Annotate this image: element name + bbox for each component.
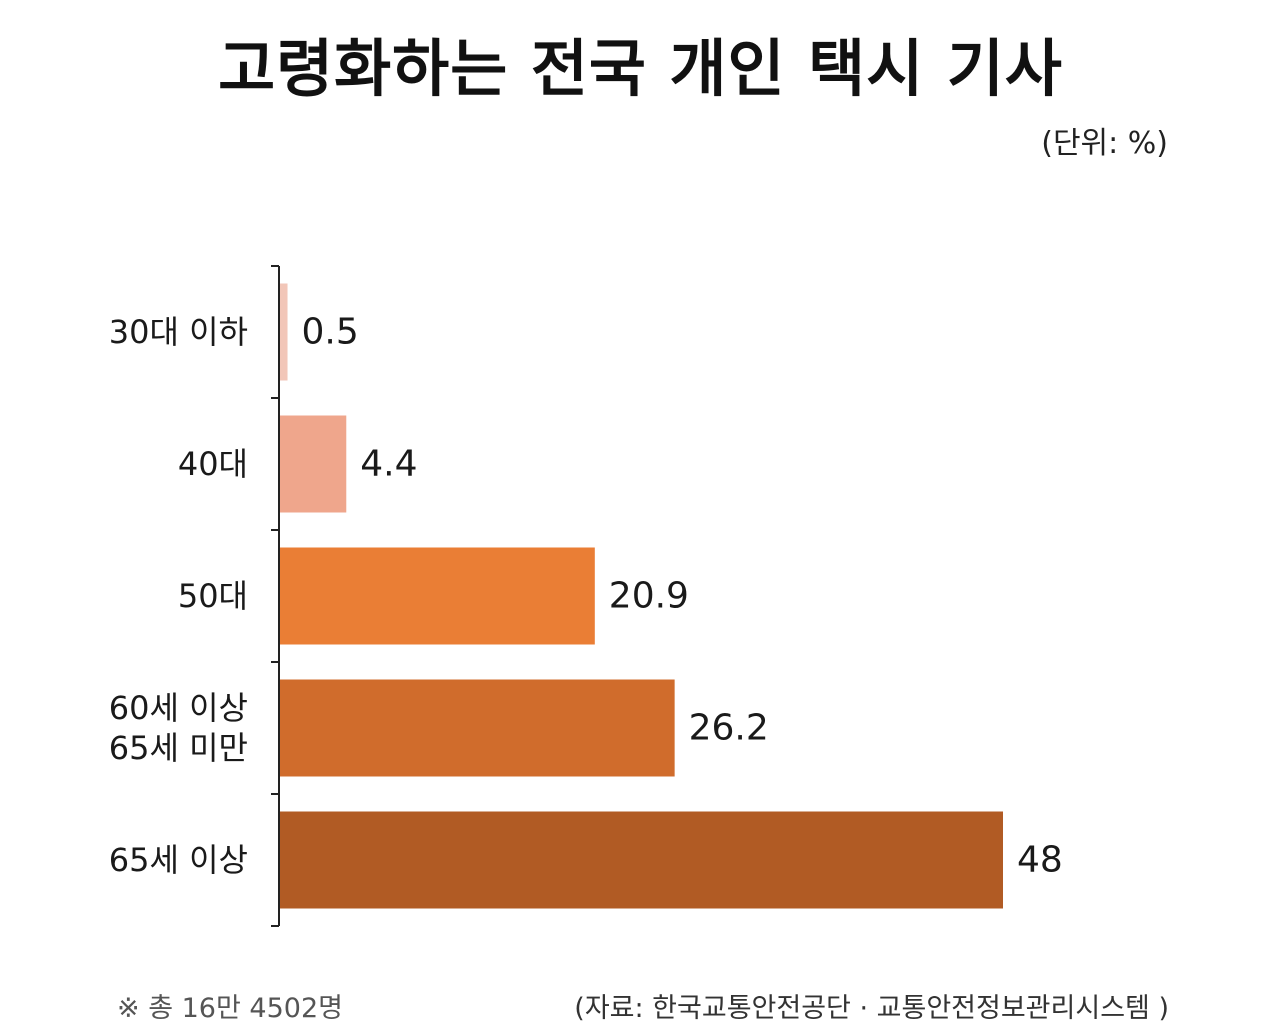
category-label: 65세 미만 bbox=[109, 729, 248, 767]
footnote: ※ 총 16만 4502명 bbox=[117, 993, 343, 1024]
category-label: 50대 bbox=[178, 577, 248, 615]
source-note: (자료: 한국교통안전공단 · 교통안전정보관리시스템 ) bbox=[574, 993, 1169, 1024]
data-label: 26.2 bbox=[689, 708, 769, 749]
bar bbox=[280, 811, 1003, 909]
data-label: 48 bbox=[1017, 840, 1063, 881]
bar bbox=[280, 415, 347, 513]
data-label: 20.9 bbox=[609, 576, 689, 617]
chart-title: 고령화하는 전국 개인 택시 기사 bbox=[218, 32, 1063, 105]
category-label: 60세 이상 bbox=[109, 689, 248, 727]
bar bbox=[280, 283, 288, 381]
data-label: 0.5 bbox=[302, 312, 359, 353]
unit-label: (단위: %) bbox=[1041, 126, 1168, 161]
bar bbox=[280, 679, 675, 777]
category-label: 30대 이하 bbox=[109, 313, 248, 351]
category-label: 65세 이상 bbox=[109, 841, 248, 879]
category-label: 40대 bbox=[178, 445, 248, 483]
data-label: 4.4 bbox=[360, 444, 417, 485]
bar bbox=[280, 547, 595, 645]
